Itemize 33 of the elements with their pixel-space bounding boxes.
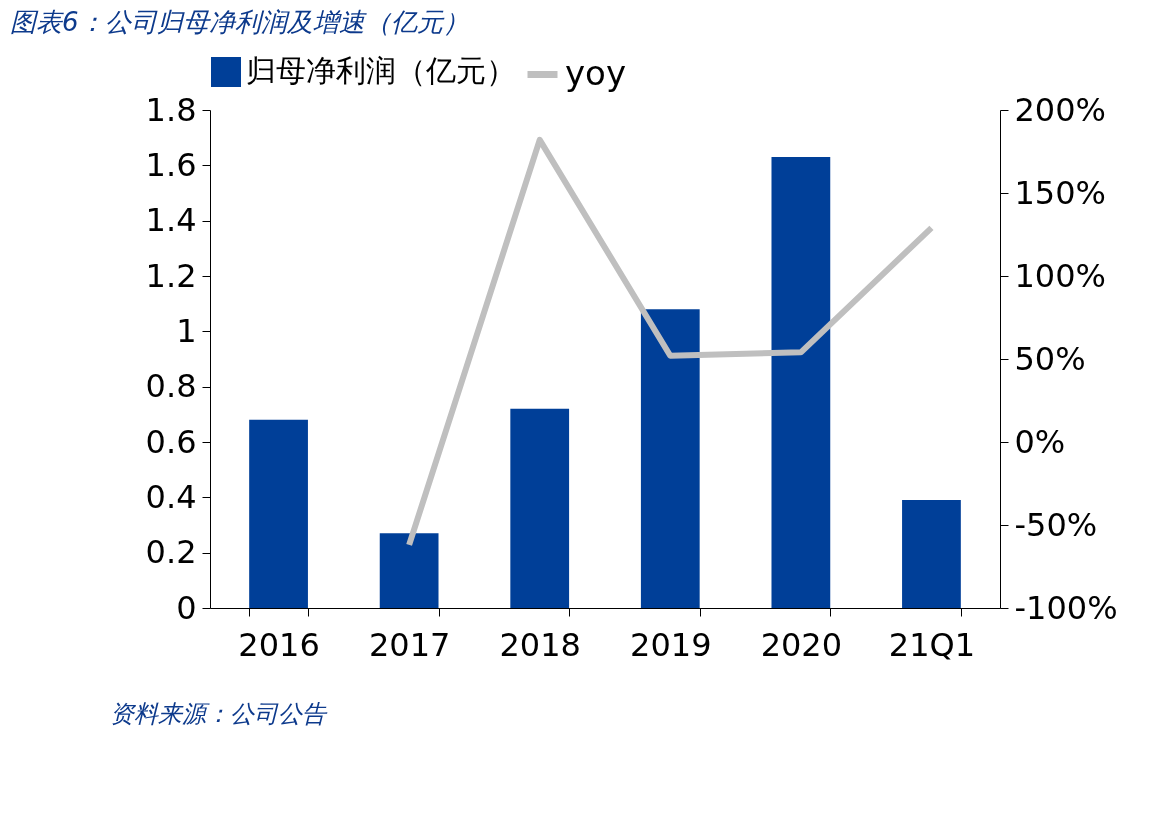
chart-title: 图表6：公司归母净利润及增速（亿元） xyxy=(10,7,469,37)
y-tick-label: 1.8 xyxy=(145,90,197,129)
y-tick-label: 0.2 xyxy=(145,533,197,572)
y2-tick-label: 100% xyxy=(1014,256,1106,295)
bar xyxy=(902,500,961,608)
y2-tick-label: 0% xyxy=(1014,422,1066,461)
x-tick-label: 2018 xyxy=(499,625,581,664)
y-tick-label: 1.2 xyxy=(145,256,197,295)
y-tick-label: 0.8 xyxy=(145,367,197,406)
x-tick-label: 2016 xyxy=(238,625,320,664)
y-tick-label: 1 xyxy=(176,311,197,350)
bar xyxy=(771,157,831,608)
x-tick-label: 2019 xyxy=(630,625,712,664)
y2-tick-label: -100% xyxy=(1014,588,1118,627)
x-tick-label: 2020 xyxy=(760,625,843,664)
bar xyxy=(249,419,308,608)
y2-tick-label: -50% xyxy=(1014,505,1098,544)
legend-label: yoy xyxy=(565,52,627,93)
y-tick-label: 1.6 xyxy=(145,145,197,184)
y2-tick-label: 200% xyxy=(1014,90,1106,129)
bar xyxy=(640,309,700,608)
y2-tick-label: 50% xyxy=(1014,339,1086,378)
bar xyxy=(379,533,439,608)
bar xyxy=(510,408,570,608)
x-tick-label: 21Q1 xyxy=(888,625,976,664)
legend-label: 归母净利润（亿元） xyxy=(246,53,516,88)
y-tick-label: 0 xyxy=(176,588,197,627)
y-tick-label: 1.4 xyxy=(145,201,197,240)
y-tick-label: 0.6 xyxy=(145,422,197,461)
y2-tick-label: 150% xyxy=(1014,173,1106,212)
text: 资料来源：公司公告 xyxy=(110,700,328,728)
x-tick-label: 2017 xyxy=(368,625,451,664)
y-tick-label: 0.4 xyxy=(145,477,197,516)
